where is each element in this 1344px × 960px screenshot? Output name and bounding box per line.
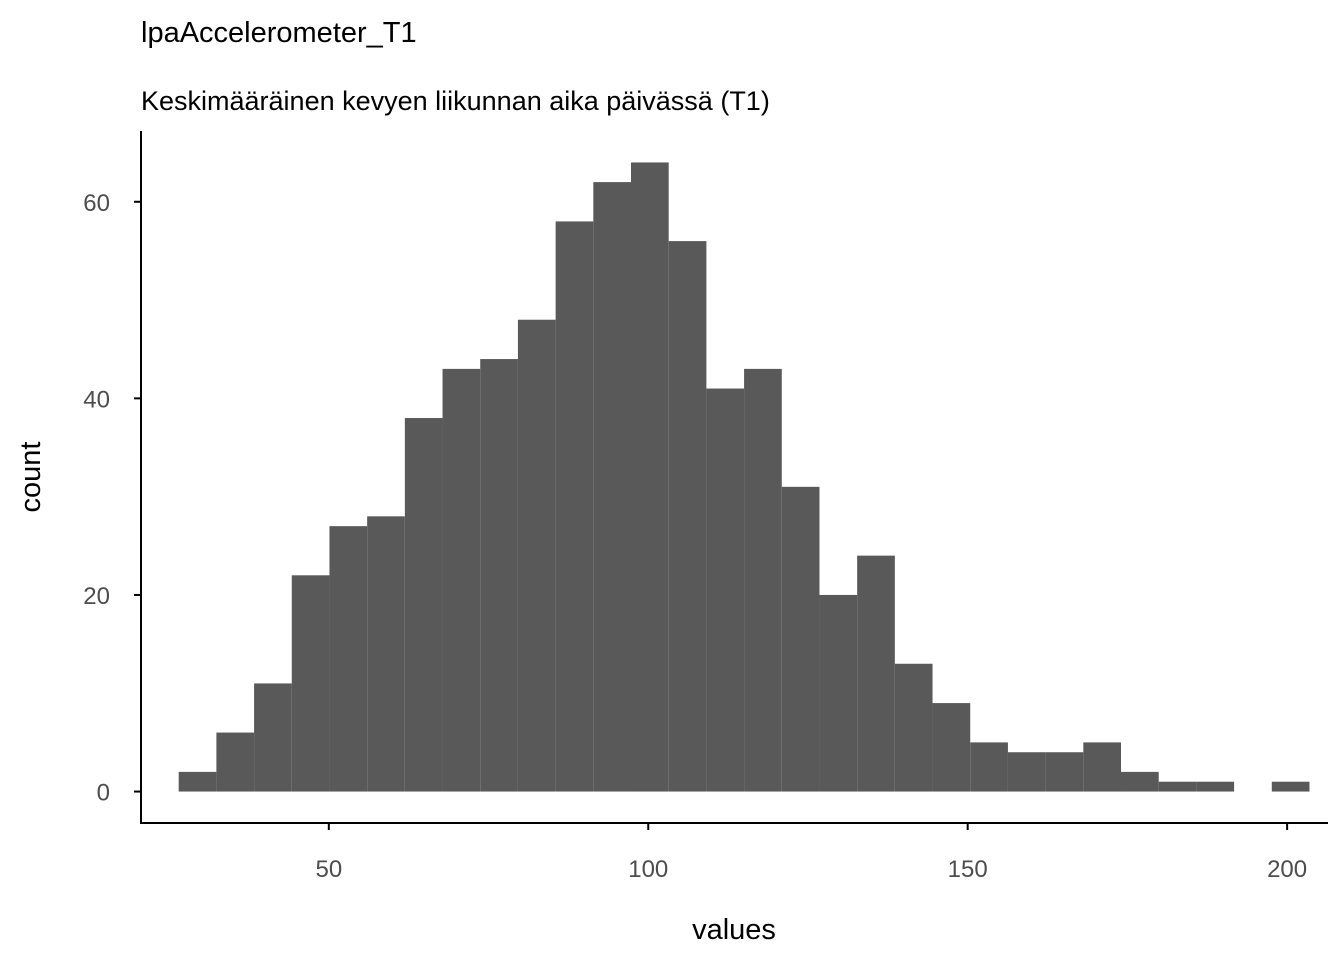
histogram-bar-7: [442, 368, 481, 792]
histogram-bar-24: [1083, 742, 1122, 792]
histogram-bar-0: [178, 771, 217, 792]
histogram-bar-23: [1045, 752, 1084, 792]
histogram-bar-21: [970, 742, 1008, 792]
y-ticks-group: 0 20 40 60: [83, 190, 141, 807]
histogram-bar-22: [1007, 752, 1046, 792]
histogram-bar-9: [517, 319, 556, 792]
histogram-bar-3: [291, 575, 330, 792]
chart-title: lpaAccelerometer_T1: [141, 17, 417, 49]
y-axis-label: count: [15, 442, 47, 513]
histogram-bar-29: [1271, 781, 1310, 792]
histogram-bar-16: [781, 486, 820, 792]
x-tick-label: 150: [948, 856, 988, 883]
histogram-bar-12: [631, 162, 669, 792]
x-axis-label: values: [692, 914, 776, 946]
histogram-bar-4: [329, 526, 368, 792]
x-ticks-group: 50 100 150 200: [315, 823, 1307, 883]
histogram-bar-26: [1158, 781, 1197, 792]
x-tick-label: 100: [628, 856, 668, 883]
y-tick-label: 20: [83, 583, 110, 610]
chart-subtitle: Keskimääräinen kevyen liikunnan aika päi…: [141, 86, 770, 116]
histogram-bar-1: [216, 732, 255, 792]
y-tick-label: 40: [83, 386, 110, 413]
histogram-bar-15: [744, 368, 782, 792]
histogram-bar-20: [932, 703, 971, 792]
x-tick-label: 50: [315, 856, 342, 883]
histogram-bar-5: [367, 516, 405, 792]
y-tick-label: 0: [97, 780, 110, 807]
histogram-bar-19: [894, 663, 933, 792]
x-tick-label: 200: [1267, 856, 1307, 883]
histogram-bar-8: [480, 359, 518, 792]
histogram-bar-18: [857, 555, 895, 792]
y-tick-label: 60: [83, 190, 110, 217]
histogram-bar-11: [593, 182, 631, 792]
bars-group: [178, 162, 1310, 792]
histogram-bar-14: [706, 388, 745, 792]
histogram-bar-25: [1121, 771, 1159, 792]
histogram-bar-27: [1196, 781, 1235, 792]
histogram-bar-10: [555, 221, 594, 792]
histogram-bar-2: [254, 683, 292, 792]
histogram-bar-17: [819, 594, 858, 792]
histogram-bar-13: [668, 241, 707, 792]
histogram-bar-6: [404, 418, 443, 792]
